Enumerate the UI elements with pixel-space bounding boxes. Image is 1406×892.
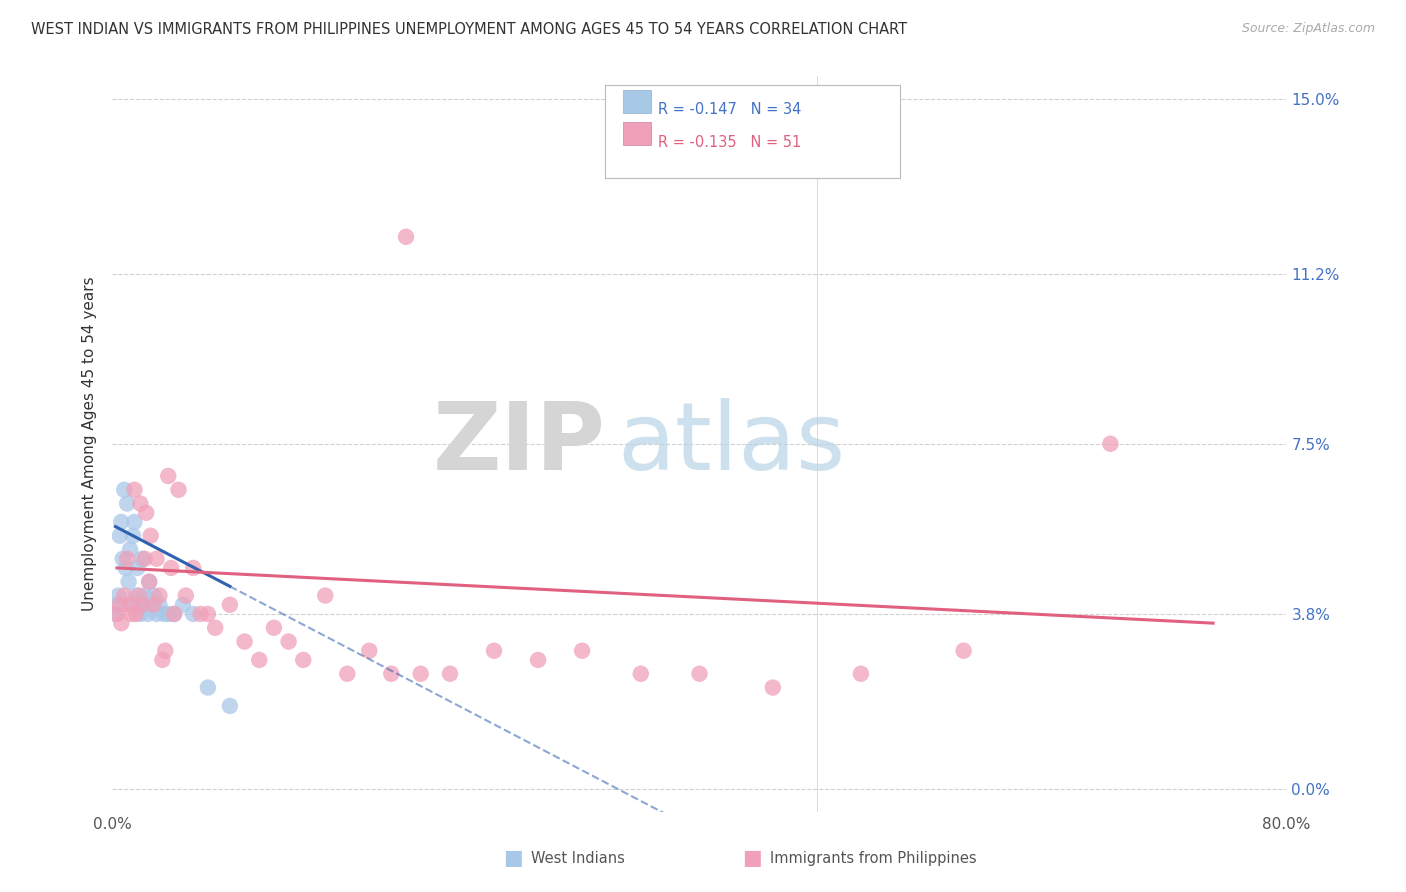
Point bbox=[128, 589, 150, 603]
Point bbox=[157, 469, 180, 483]
Point bbox=[849, 666, 872, 681]
Point bbox=[122, 529, 145, 543]
Point bbox=[359, 644, 381, 658]
Point bbox=[108, 598, 131, 612]
Point bbox=[263, 621, 285, 635]
Point bbox=[104, 607, 127, 621]
Point bbox=[105, 598, 128, 612]
Point bbox=[125, 589, 148, 603]
Point bbox=[125, 607, 148, 621]
Point bbox=[160, 561, 183, 575]
Point bbox=[571, 644, 593, 658]
Point bbox=[128, 598, 150, 612]
Text: WEST INDIAN VS IMMIGRANTS FROM PHILIPPINES UNEMPLOYMENT AMONG AGES 45 TO 54 YEAR: WEST INDIAN VS IMMIGRANTS FROM PHILIPPIN… bbox=[31, 22, 907, 37]
Point bbox=[111, 551, 134, 566]
Point bbox=[247, 653, 270, 667]
Point bbox=[153, 607, 176, 621]
Point bbox=[124, 483, 146, 497]
Point bbox=[142, 598, 165, 612]
Text: Source: ZipAtlas.com: Source: ZipAtlas.com bbox=[1241, 22, 1375, 36]
Point bbox=[124, 515, 146, 529]
Point bbox=[121, 598, 143, 612]
Point bbox=[136, 607, 159, 621]
Point bbox=[127, 561, 149, 575]
Point bbox=[952, 644, 974, 658]
Point bbox=[762, 681, 785, 695]
Point bbox=[155, 644, 177, 658]
Point bbox=[527, 653, 550, 667]
Point bbox=[148, 598, 170, 612]
Text: atlas: atlas bbox=[617, 398, 845, 490]
Point bbox=[157, 607, 180, 621]
Text: R = -0.147   N = 34: R = -0.147 N = 34 bbox=[658, 102, 801, 117]
Point bbox=[112, 483, 135, 497]
Point bbox=[181, 561, 204, 575]
Point bbox=[219, 598, 242, 612]
Point bbox=[233, 634, 256, 648]
Y-axis label: Unemployment Among Ages 45 to 54 years: Unemployment Among Ages 45 to 54 years bbox=[82, 277, 97, 611]
Point bbox=[138, 574, 160, 589]
Point bbox=[129, 607, 152, 621]
Point bbox=[131, 551, 153, 566]
Point bbox=[197, 607, 219, 621]
Point bbox=[204, 621, 226, 635]
Point bbox=[1099, 436, 1122, 450]
Point bbox=[132, 598, 155, 612]
Point bbox=[181, 607, 204, 621]
Point bbox=[630, 666, 652, 681]
Point bbox=[292, 653, 315, 667]
Point bbox=[336, 666, 359, 681]
Point bbox=[163, 607, 186, 621]
Point bbox=[219, 698, 242, 713]
Point bbox=[409, 666, 432, 681]
Point bbox=[115, 551, 138, 566]
Text: Immigrants from Philippines: Immigrants from Philippines bbox=[770, 851, 977, 865]
Point bbox=[121, 607, 143, 621]
Point bbox=[145, 607, 167, 621]
Point bbox=[110, 616, 132, 631]
Point bbox=[112, 589, 135, 603]
Point bbox=[117, 574, 139, 589]
Point bbox=[190, 607, 212, 621]
Point bbox=[172, 598, 194, 612]
Point bbox=[277, 634, 299, 648]
Point bbox=[138, 574, 160, 589]
Text: ■: ■ bbox=[503, 848, 523, 868]
Point bbox=[107, 589, 129, 603]
Point bbox=[314, 589, 336, 603]
Point bbox=[482, 644, 505, 658]
Point bbox=[174, 589, 197, 603]
Point bbox=[105, 607, 128, 621]
Point bbox=[197, 681, 219, 695]
Point bbox=[145, 551, 167, 566]
Point bbox=[129, 497, 152, 511]
Point bbox=[120, 598, 142, 612]
Point bbox=[148, 589, 170, 603]
Point bbox=[115, 497, 138, 511]
Point bbox=[380, 666, 402, 681]
Point bbox=[139, 529, 162, 543]
Point bbox=[395, 229, 418, 244]
Text: R = -0.135   N = 51: R = -0.135 N = 51 bbox=[658, 135, 801, 150]
Text: West Indians: West Indians bbox=[531, 851, 626, 865]
Point bbox=[108, 529, 131, 543]
Text: ZIP: ZIP bbox=[433, 398, 606, 490]
Point bbox=[163, 607, 186, 621]
Point bbox=[134, 551, 156, 566]
Point bbox=[141, 598, 163, 612]
Point bbox=[135, 506, 157, 520]
Point bbox=[689, 666, 711, 681]
Point bbox=[142, 589, 165, 603]
Point bbox=[110, 515, 132, 529]
Point bbox=[439, 666, 461, 681]
Point bbox=[134, 589, 156, 603]
Point bbox=[167, 483, 190, 497]
Point bbox=[114, 561, 136, 575]
Point bbox=[120, 542, 142, 557]
Point bbox=[131, 598, 153, 612]
Text: ■: ■ bbox=[742, 848, 762, 868]
Point bbox=[150, 653, 173, 667]
